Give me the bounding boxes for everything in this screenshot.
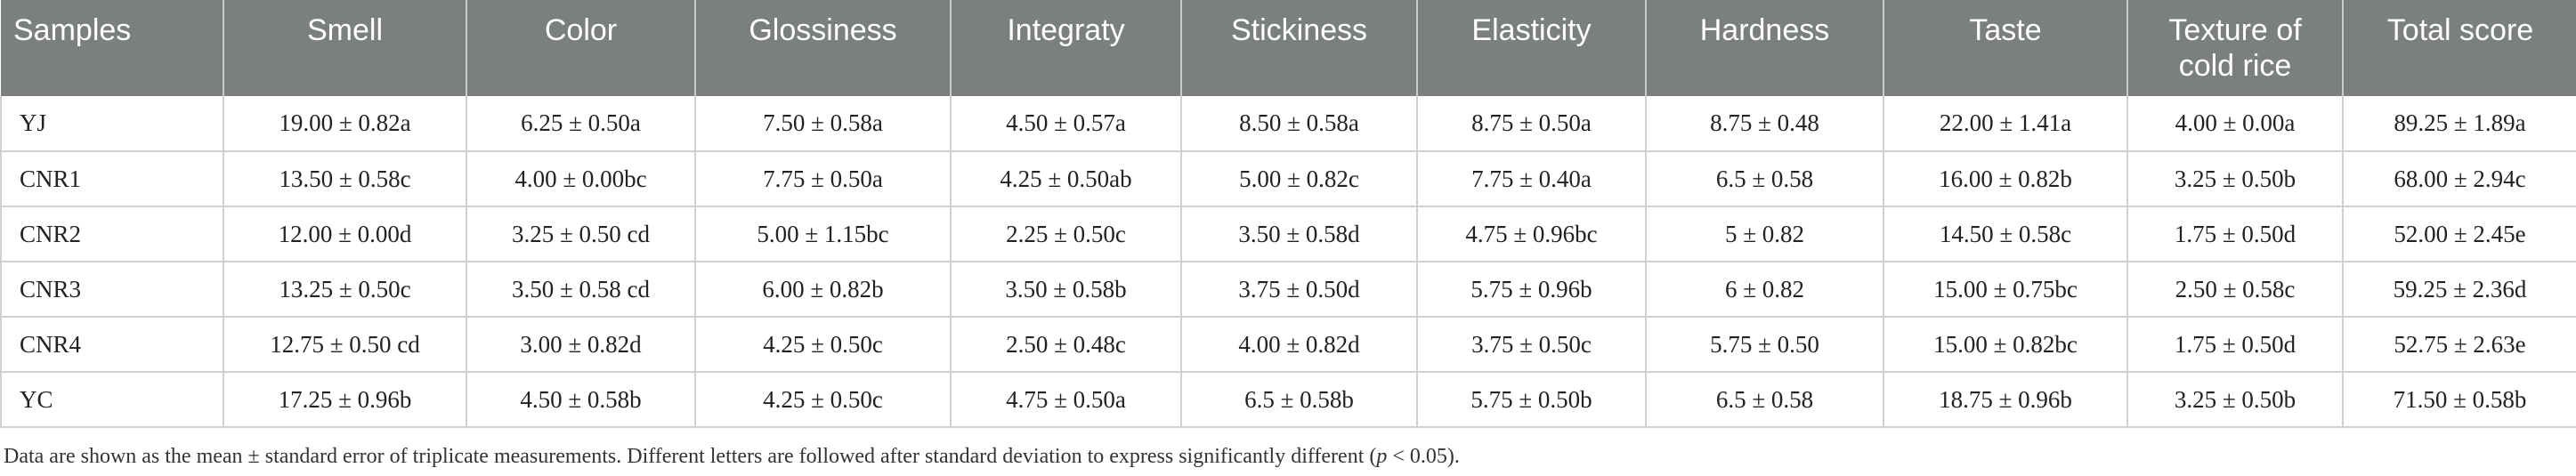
table-cell: 1.75 ± 0.50d <box>2126 206 2343 262</box>
footnote-p-symbol: p <box>1376 445 1388 468</box>
table-cell: 3.50 ± 0.58d <box>1180 206 1417 262</box>
table-cell: 15.00 ± 0.82bc <box>1883 317 2127 373</box>
table-cell: 15.00 ± 0.75bc <box>1883 262 2127 318</box>
table-cell: 6 ± 0.82 <box>1645 262 1883 318</box>
sample-name-cell: YJ <box>0 96 223 152</box>
table-cell: 4.50 ± 0.58b <box>466 372 695 428</box>
table-cell: 8.75 ± 0.50a <box>1416 96 1646 152</box>
column-header: Color <box>466 0 695 96</box>
sample-name-cell: CNR3 <box>0 262 223 318</box>
table-cell: 7.75 ± 0.50a <box>694 151 951 207</box>
table-cell: 6.25 ± 0.50a <box>466 96 695 152</box>
table-cell: 6.5 ± 0.58 <box>1645 151 1883 207</box>
table-cell: 12.00 ± 0.00d <box>223 206 466 262</box>
table-cell: 4.25 ± 0.50c <box>694 372 951 428</box>
table-row: CNR1 13.50 ± 0.58c 4.00 ± 0.00bc 7.75 ± 0.5… <box>0 151 2576 207</box>
table-cell: 3.00 ± 0.82d <box>466 317 695 373</box>
table-cell: 13.25 ± 0.50c <box>223 262 466 318</box>
sample-name-cell: YC <box>0 372 223 428</box>
table-cell: 16.00 ± 0.82b <box>1883 151 2127 207</box>
table-cell: 3.75 ± 0.50d <box>1180 262 1417 318</box>
table-cell: 89.25 ± 1.89a <box>2342 96 2576 152</box>
column-header: Total score <box>2342 0 2576 96</box>
table-cell: 3.25 ± 0.50b <box>2126 372 2343 428</box>
table-cell: 5.75 ± 0.96b <box>1416 262 1646 318</box>
table-cell: 6.5 ± 0.58 <box>1645 372 1883 428</box>
table-row: YC 17.25 ± 0.96b 4.50 ± 0.58b 4.25 ± 0.50c 4… <box>0 372 2576 428</box>
table-footnote: Data are shown as the mean ± standard er… <box>4 445 1460 469</box>
column-header: Integraty <box>950 0 1181 96</box>
table-cell: 52.00 ± 2.45e <box>2342 206 2576 262</box>
table-cell: 19.00 ± 0.82a <box>223 96 466 152</box>
table-cell: 5.00 ± 1.15bc <box>694 206 951 262</box>
table-cell: 22.00 ± 1.41a <box>1883 96 2127 152</box>
table-cell: 4.25 ± 0.50ab <box>950 151 1181 207</box>
table-cell: 7.50 ± 0.58a <box>694 96 951 152</box>
table-cell: 4.75 ± 0.96bc <box>1416 206 1646 262</box>
table-body: YJ 19.00 ± 0.82a 6.25 ± 0.50a 7.50 ± 0.58a 4… <box>0 96 2576 428</box>
column-header: Elasticity <box>1416 0 1646 96</box>
table-cell: 3.25 ± 0.50b <box>2126 151 2343 207</box>
table-row: YJ 19.00 ± 0.82a 6.25 ± 0.50a 7.50 ± 0.58a 4… <box>0 96 2576 152</box>
table-cell: 3.50 ± 0.58b <box>950 262 1181 318</box>
table-cell: 14.50 ± 0.58c <box>1883 206 2127 262</box>
sensory-evaluation-table: Samples Smell Color Glossiness Integraty… <box>0 0 2576 428</box>
table-cell: 8.50 ± 0.58a <box>1180 96 1417 152</box>
column-header: Smell <box>223 0 466 96</box>
table-cell: 6.5 ± 0.58b <box>1180 372 1417 428</box>
table-cell: 2.50 ± 0.58c <box>2126 262 2343 318</box>
table-cell: 5.75 ± 0.50 <box>1645 317 1883 373</box>
table-cell: 3.50 ± 0.58 cd <box>466 262 695 318</box>
table-cell: 2.50 ± 0.48c <box>950 317 1181 373</box>
column-header: Samples <box>1 0 223 96</box>
footnote-text: Data are shown as the mean ± standard er… <box>4 445 1377 468</box>
table-cell: 5.00 ± 0.82c <box>1180 151 1417 207</box>
table-cell: 4.75 ± 0.50a <box>950 372 1181 428</box>
sample-name-cell: CNR2 <box>0 206 223 262</box>
table-cell: 17.25 ± 0.96b <box>223 372 466 428</box>
table-cell: 2.25 ± 0.50c <box>950 206 1181 262</box>
table-header-row: Samples Smell Color Glossiness Integraty… <box>1 0 2576 96</box>
table-cell: 5.75 ± 0.50b <box>1416 372 1646 428</box>
table-row: CNR4 12.75 ± 0.50 cd 3.00 ± 0.82d 4.25 ± 0.… <box>0 317 2576 373</box>
column-header: Stickiness <box>1180 0 1417 96</box>
footnote-text-end: < 0.05). <box>1387 445 1460 468</box>
table-cell: 4.00 ± 0.82d <box>1180 317 1417 373</box>
table-cell: 4.25 ± 0.50c <box>694 317 951 373</box>
table-cell: 5 ± 0.82 <box>1645 206 1883 262</box>
table-row: CNR3 13.25 ± 0.50c 3.50 ± 0.58 cd 6.00 ± 0.… <box>0 262 2576 318</box>
table-cell: 8.75 ± 0.48 <box>1645 96 1883 152</box>
column-header: Texture of cold rice <box>2126 0 2343 96</box>
table-cell: 1.75 ± 0.50d <box>2126 317 2343 373</box>
table-cell: 3.75 ± 0.50c <box>1416 317 1646 373</box>
table-container: Samples Smell Color Glossiness Integraty… <box>0 0 2576 428</box>
table-cell: 4.00 ± 0.00a <box>2126 96 2343 152</box>
table-cell: 4.00 ± 0.00bc <box>466 151 695 207</box>
table-cell: 18.75 ± 0.96b <box>1883 372 2127 428</box>
table-cell: 68.00 ± 2.94c <box>2342 151 2576 207</box>
table-cell: 12.75 ± 0.50 cd <box>223 317 466 373</box>
table-cell: 59.25 ± 2.36d <box>2342 262 2576 318</box>
table-row: CNR2 12.00 ± 0.00d 3.25 ± 0.50 cd 5.00 ± 1.… <box>0 206 2576 262</box>
table-cell: 4.50 ± 0.57a <box>950 96 1181 152</box>
sample-name-cell: CNR4 <box>0 317 223 373</box>
column-header: Taste <box>1883 0 2127 96</box>
sample-name-cell: CNR1 <box>0 151 223 207</box>
table-cell: 13.50 ± 0.58c <box>223 151 466 207</box>
column-header: Hardness <box>1645 0 1883 96</box>
table-cell: 6.00 ± 0.82b <box>694 262 951 318</box>
column-header: Glossiness <box>694 0 951 96</box>
table-cell: 52.75 ± 2.63e <box>2342 317 2576 373</box>
table-cell: 3.25 ± 0.50 cd <box>466 206 695 262</box>
table-cell: 71.50 ± 0.58b <box>2342 372 2576 428</box>
table-cell: 7.75 ± 0.40a <box>1416 151 1646 207</box>
